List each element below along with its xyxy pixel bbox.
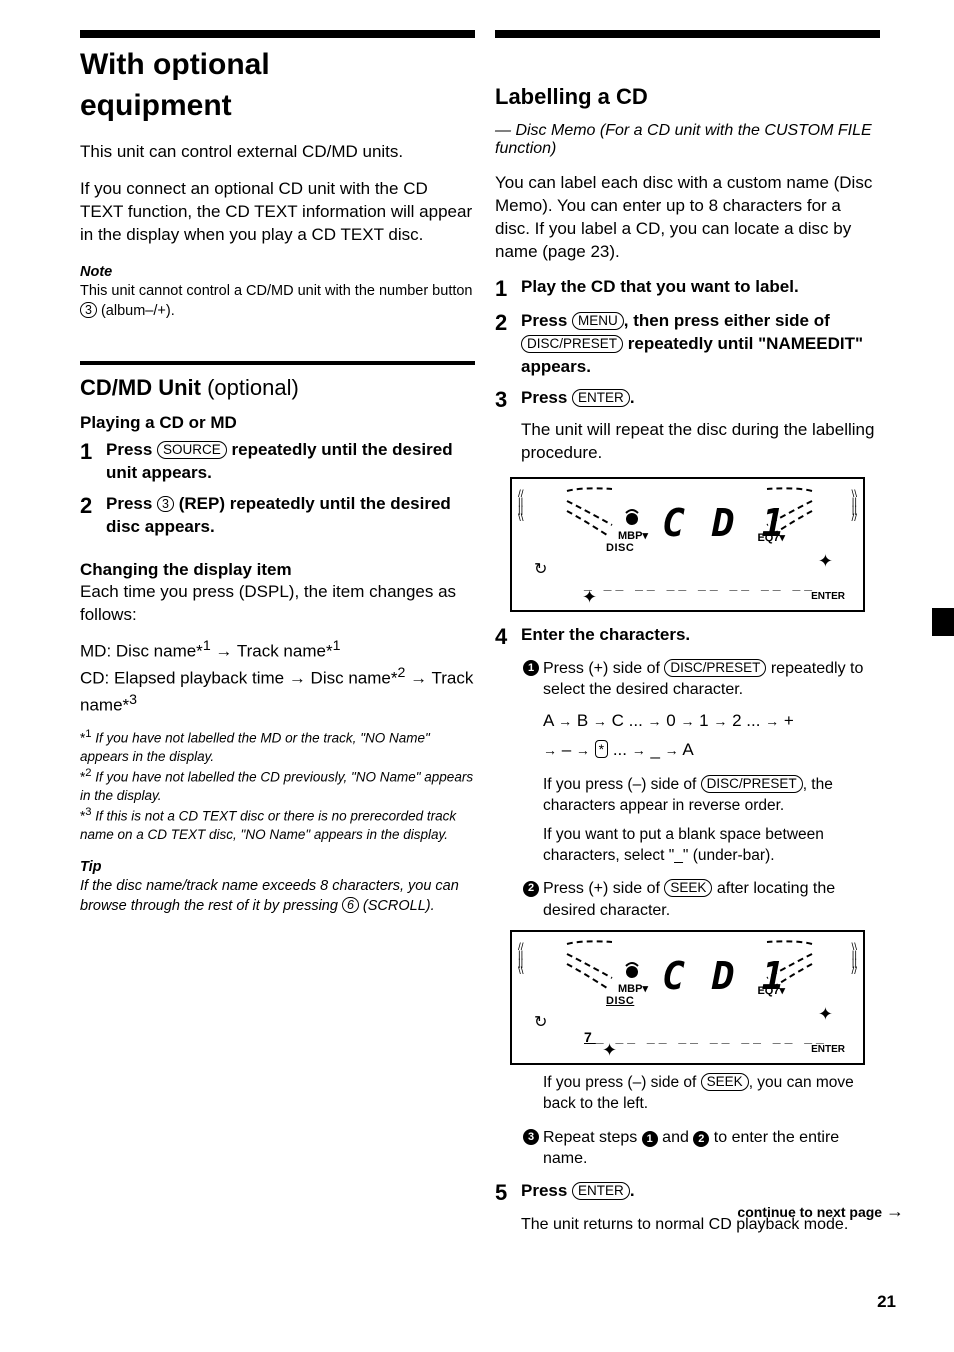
- r-step-4-body: Enter the characters.: [521, 624, 690, 650]
- lcd2-repeat-icon: ↻: [534, 1012, 547, 1032]
- lcd1-spark-right: ✦: [818, 551, 833, 572]
- sub-step-1: 1 Press (+) side of DISC/PRESET repeated…: [523, 658, 880, 701]
- pill-enter-2: ENTER: [572, 1182, 630, 1200]
- right-intro: You can label each disc with a custom na…: [495, 172, 880, 264]
- after-sub2: If you press (–) side of SEEK, you can m…: [543, 1073, 880, 1115]
- left-subhead: Playing a CD or MD: [80, 412, 475, 435]
- change-display-body: Each time you press (DSPL), the item cha…: [80, 581, 475, 627]
- section-rule: [80, 361, 475, 365]
- fn2: *2 If you have not labelled the CD previ…: [80, 766, 475, 805]
- right-step-3: 3 Press ENTER.: [495, 387, 880, 413]
- lcd2-enter: ENTER: [811, 1044, 845, 1055]
- after-step3: The unit will repeat the disc during the…: [521, 419, 880, 465]
- fn3: *3 If this is not a CD TEXT disc or ther…: [80, 805, 475, 844]
- lcd1-dashes: _ __ __ __ __ __ __ __: [584, 576, 816, 592]
- pill-disc-preset-3: DISC/PRESET: [701, 775, 803, 793]
- fn1: *1 If you have not labelled the MD or th…: [80, 727, 475, 766]
- r-step-num-5: 5: [495, 1180, 521, 1206]
- lcd2-disc: DISC: [606, 995, 634, 1007]
- right-heading-rule: [495, 30, 880, 38]
- left-h1-line2: equipment: [80, 89, 475, 124]
- step-2-body: Press 3 (REP) repeatedly until the desir…: [106, 493, 475, 539]
- lcd2-dashes: 7_ __ __ __ __ __ __ __: [584, 1029, 828, 1045]
- lcd1-enter: ENTER: [811, 591, 845, 602]
- pill-3b: 3: [157, 496, 174, 512]
- right-step-2: 2 Press MENU, then press either side of …: [495, 310, 880, 379]
- pill-disc-preset-2: DISC/PRESET: [664, 659, 766, 677]
- r-step-1-body: Play the CD that you want to label.: [521, 276, 799, 302]
- right-step-1: 1 Play the CD that you want to label.: [495, 276, 880, 302]
- continue-arrow: continue to next page →: [737, 1201, 904, 1222]
- right-column: Labelling a CD — Disc Memo (For a CD uni…: [495, 30, 880, 1235]
- lcd2-spark-left: ✦: [602, 1040, 617, 1061]
- pill-6: 6: [342, 897, 359, 913]
- r-step-3-body: Press ENTER.: [521, 387, 635, 413]
- left-tip: Tip If the disc name/track name exceeds …: [80, 858, 475, 917]
- step-1-body: Press SOURCE repeatedly until the desire…: [106, 439, 475, 485]
- r-step-num-1: 1: [495, 276, 521, 302]
- r-step-num-4: 4: [495, 624, 521, 650]
- left-tip1: If you connect an optional CD unit with …: [80, 178, 475, 247]
- char-note-1: If you press (–) side of DISC/PRESET, th…: [543, 775, 880, 817]
- r-step-num-2: 2: [495, 310, 521, 379]
- seq-md: MD: Disc name*1 → Track name*1 CD: Elaps…: [80, 637, 475, 717]
- note-body: This unit cannot control a CD/MD unit wi…: [80, 283, 473, 319]
- right-sub: — Disc Memo (For a CD unit with the CUST…: [495, 122, 880, 158]
- r-step-5-body: Press ENTER.: [521, 1180, 635, 1206]
- left-h2: CD/MD Unit (optional): [80, 375, 475, 401]
- step-num-2: 2: [80, 493, 106, 539]
- left-heading-rule: [80, 30, 475, 38]
- right-step-4: 4 Enter the characters.: [495, 624, 880, 650]
- step-num-1: 1: [80, 439, 106, 485]
- pill-seek-2: SEEK: [701, 1073, 749, 1091]
- note-title: Note: [80, 264, 112, 280]
- lcd-display-2: //||||\\ \\||||// C D 1 MBP▾ EQ7▾ DISC ↻…: [510, 930, 865, 1065]
- right-h2: Labelling a CD: [495, 84, 880, 110]
- pill-enter: ENTER: [572, 389, 630, 407]
- sub-step-3: 3 Repeat steps 1 and 2 to enter the enti…: [523, 1127, 880, 1170]
- change-display-head: Changing the display item: [80, 559, 475, 582]
- pill-disc-preset: DISC/PRESET: [521, 335, 623, 353]
- pill-menu: MENU: [572, 312, 624, 330]
- lcd2-spark-right: ✦: [818, 1004, 833, 1025]
- left-h1-line1: With optional: [80, 48, 475, 83]
- left-step-1: 1 Press SOURCE repeatedly until the desi…: [80, 439, 475, 485]
- lcd1-mbp: MBP▾: [618, 529, 648, 542]
- left-step-2: 2 Press 3 (REP) repeatedly until the des…: [80, 493, 475, 539]
- lcd1-spark-left: ✦: [582, 587, 597, 608]
- sub-step-2: 2 Press (+) side of SEEK after locating …: [523, 878, 880, 921]
- side-tab-marker: [932, 608, 954, 636]
- char-note-2: If you want to put a blank space between…: [543, 825, 880, 867]
- lcd1-eq7: EQ7▾: [757, 531, 785, 544]
- page-number: 21: [877, 1292, 896, 1312]
- left-column: With optional equipment This unit can co…: [80, 30, 475, 917]
- bullet-1: 1: [523, 660, 539, 676]
- lcd2-eq7: EQ7▾: [757, 984, 785, 997]
- r-step-num-3: 3: [495, 387, 521, 413]
- r-step-2-body: Press MENU, then press either side of DI…: [521, 310, 880, 379]
- asterisk-box: *: [595, 740, 608, 758]
- bullet-ref-2: 2: [693, 1131, 709, 1147]
- lcd-display-1: //||||\\ \\||||// C D 1 MBP▾ EQ7▾ DISC ↻…: [510, 477, 865, 612]
- left-intro: This unit can control external CD/MD uni…: [80, 141, 475, 164]
- lcd1-repeat-icon: ↻: [534, 559, 547, 579]
- pill-3: 3: [80, 302, 97, 318]
- bullet-3: 3: [523, 1129, 539, 1145]
- lcd1-disc: DISC: [606, 542, 634, 554]
- bullet-ref-1: 1: [642, 1131, 658, 1147]
- bullet-2: 2: [523, 881, 539, 897]
- lcd2-mbp: MBP▾: [618, 982, 648, 995]
- pill-seek: SEEK: [664, 879, 712, 897]
- char-sequence: A → B → C ... → 0 → 1 → 2 ... → + → – → …: [543, 707, 880, 765]
- pill-source: SOURCE: [157, 441, 227, 459]
